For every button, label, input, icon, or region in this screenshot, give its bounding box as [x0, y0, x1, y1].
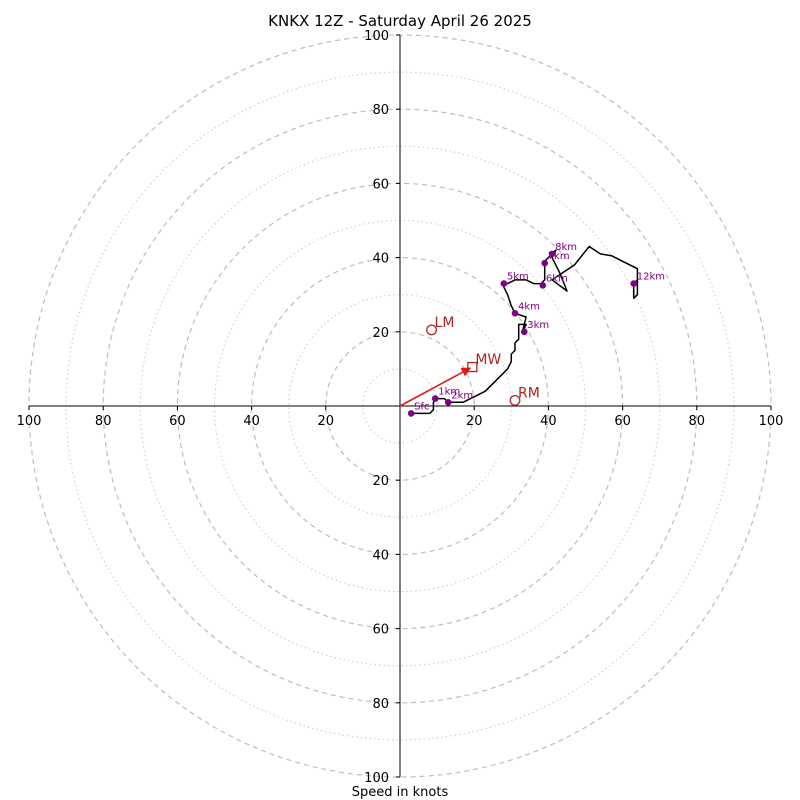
height-marker-6km	[539, 282, 547, 289]
y-tick-label-pos-80: 80	[372, 103, 389, 118]
shear-vector-arrow	[399, 367, 472, 407]
y-tick-label-pos-20: 20	[372, 326, 389, 341]
height-label-2km: 2km	[451, 390, 473, 401]
x-tick-label-neg-40: 40	[243, 414, 260, 429]
x-tick-label-neg-20: 20	[318, 414, 335, 429]
y-tick-label-neg-60: 60	[372, 623, 389, 638]
x-tick-label-pos-60: 60	[614, 414, 631, 429]
height-marker-12km	[630, 280, 638, 287]
height-marker-Sfc	[407, 410, 415, 417]
height-marker-1km	[431, 395, 439, 402]
x-tick-label-neg-80: 80	[95, 414, 112, 429]
height-label-6km: 6km	[546, 273, 568, 284]
height-label-5km: 5km	[507, 272, 529, 283]
storm-motion-marker-MW	[467, 361, 478, 373]
height-label-4km: 4km	[518, 301, 540, 312]
height-marker-8km	[548, 250, 556, 258]
y-tick-label-neg-80: 80	[372, 697, 389, 712]
storm-motion-label-LM: LM	[435, 315, 455, 331]
height-label-7km: 7km	[548, 251, 570, 262]
x-tick-label-pos-20: 20	[466, 414, 483, 429]
x-axis-label: Speed in knots	[352, 785, 449, 800]
x-tick-label-neg-100: 100	[17, 414, 42, 429]
y-tick-label-neg-40: 40	[372, 548, 389, 563]
height-marker-2km	[444, 398, 452, 406]
storm-motion-marker-RM	[509, 394, 521, 406]
y-tick-label-neg-20: 20	[372, 474, 389, 489]
height-label-Sfc: Sfc	[414, 401, 429, 412]
x-tick-label-pos-80: 80	[689, 414, 706, 429]
height-marker-7km	[541, 259, 548, 267]
y-tick-label-neg-100: 100	[364, 771, 389, 786]
y-tick-label-pos-60: 60	[372, 177, 389, 192]
height-label-1km: 1km	[438, 387, 460, 398]
x-tick-label-pos-100: 100	[759, 414, 784, 429]
y-tick-label-pos-100: 100	[364, 29, 389, 44]
storm-motion-label-RM: RM	[518, 385, 540, 401]
tick-labels: 20 20 20 20 40 40 40 40 60 60 60 60 80 80 80 80 100 100 10…	[17, 29, 784, 786]
storm-motion-markers: LM MW RM	[426, 315, 540, 406]
height-marker-4km	[511, 309, 519, 317]
height-label-8km: 8km	[555, 242, 577, 253]
height-marker-3km	[520, 328, 528, 336]
height-label-3km: 3km	[527, 320, 549, 331]
height-label-12km: 12km	[637, 272, 665, 283]
x-tick-label-neg-60: 60	[169, 414, 186, 429]
chart-title: KNKX 12Z - Saturday April 26 2025	[268, 12, 532, 30]
storm-motion-label-MW: MW	[475, 352, 501, 368]
y-tick-label-pos-40: 40	[372, 252, 389, 267]
height-marker-5km	[500, 280, 508, 287]
x-tick-label-pos-40: 40	[540, 414, 557, 429]
storm-motion-marker-LM	[426, 324, 437, 336]
